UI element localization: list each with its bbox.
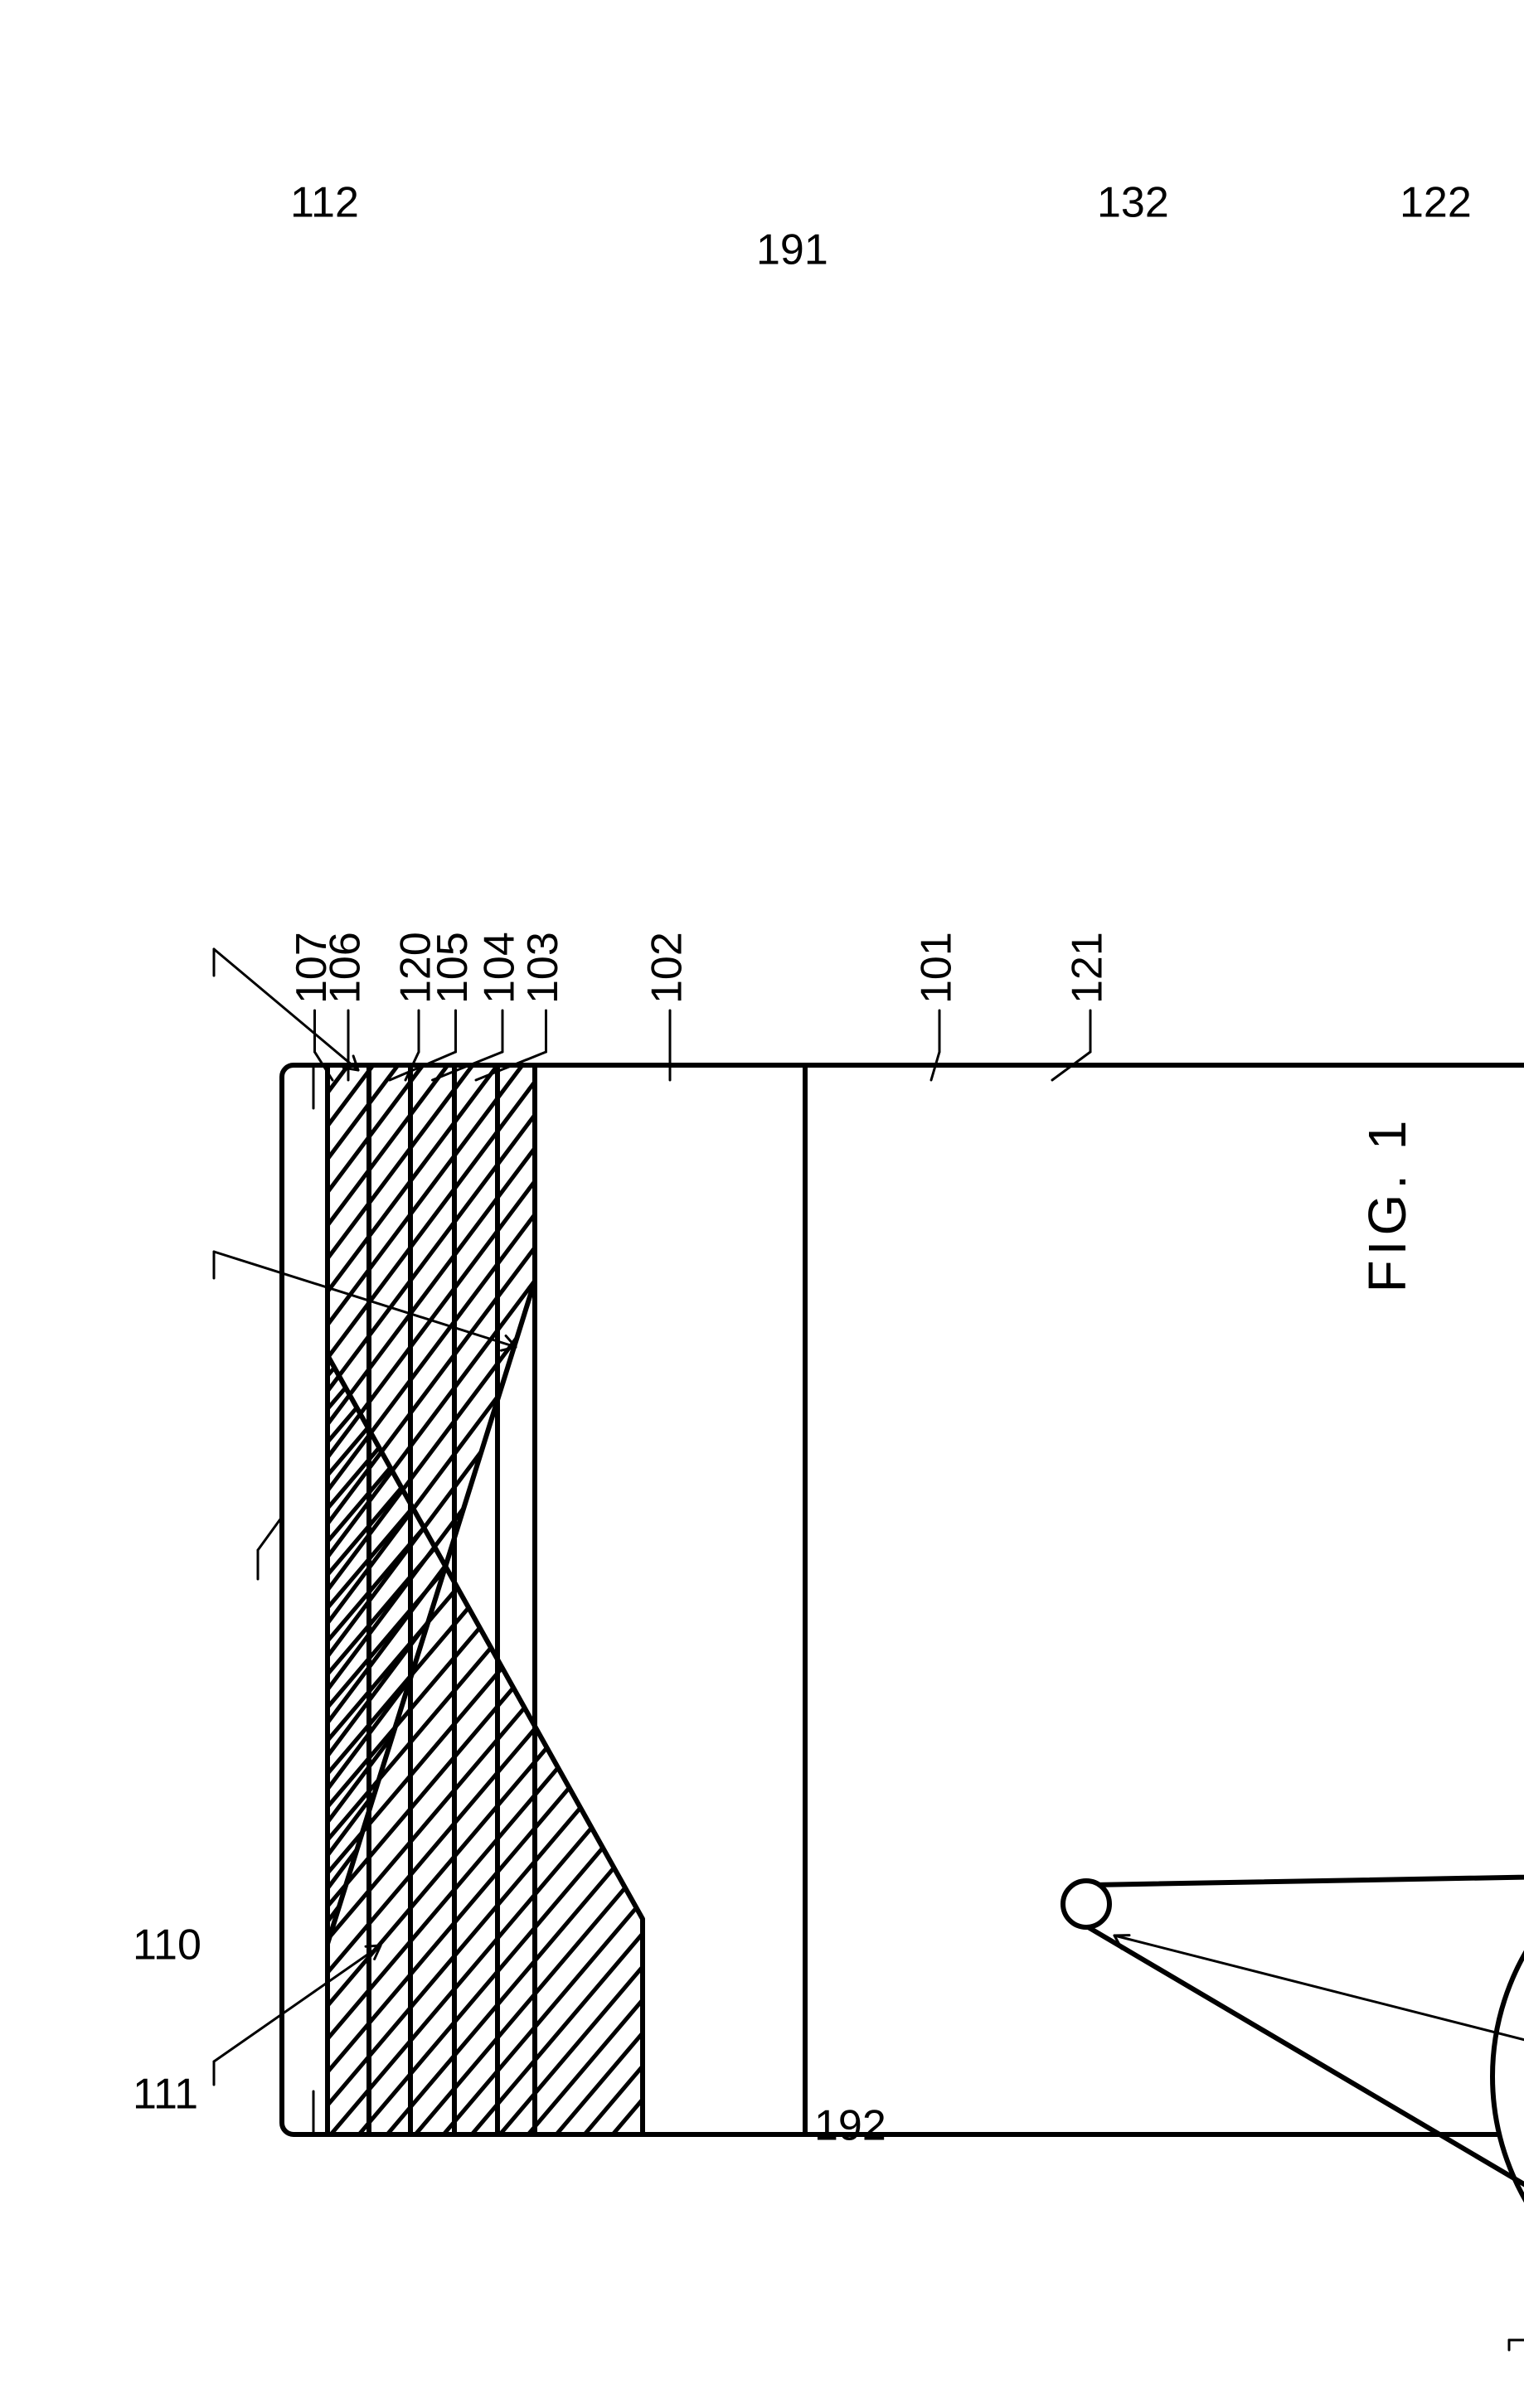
layer-label-103: 103 <box>519 932 567 1004</box>
figure-page: 104A104B104A104B104A10710612010510410310… <box>0 0 1524 2408</box>
layer-label-102: 102 <box>643 932 692 1004</box>
label-110: 110 <box>133 1921 201 1970</box>
layer-label-104: 104 <box>476 932 524 1004</box>
layer-label-105: 105 <box>429 932 477 1004</box>
label-112: 112 <box>290 179 359 227</box>
label-122: 122 <box>1400 179 1472 227</box>
label-132: 132 <box>1097 179 1169 227</box>
layer-label-121: 121 <box>1064 932 1112 1004</box>
layer-label-106: 106 <box>322 932 370 1004</box>
label-111: 111 <box>133 2071 198 2119</box>
layer-label-101: 101 <box>913 932 961 1004</box>
figure-svg: 104A104B104A104B104A10710612010510410310… <box>0 0 1524 2408</box>
figure-caption: FIG. 1 <box>1357 1116 1417 1293</box>
label-192: 192 <box>814 2102 886 2150</box>
label-191: 191 <box>756 226 828 274</box>
